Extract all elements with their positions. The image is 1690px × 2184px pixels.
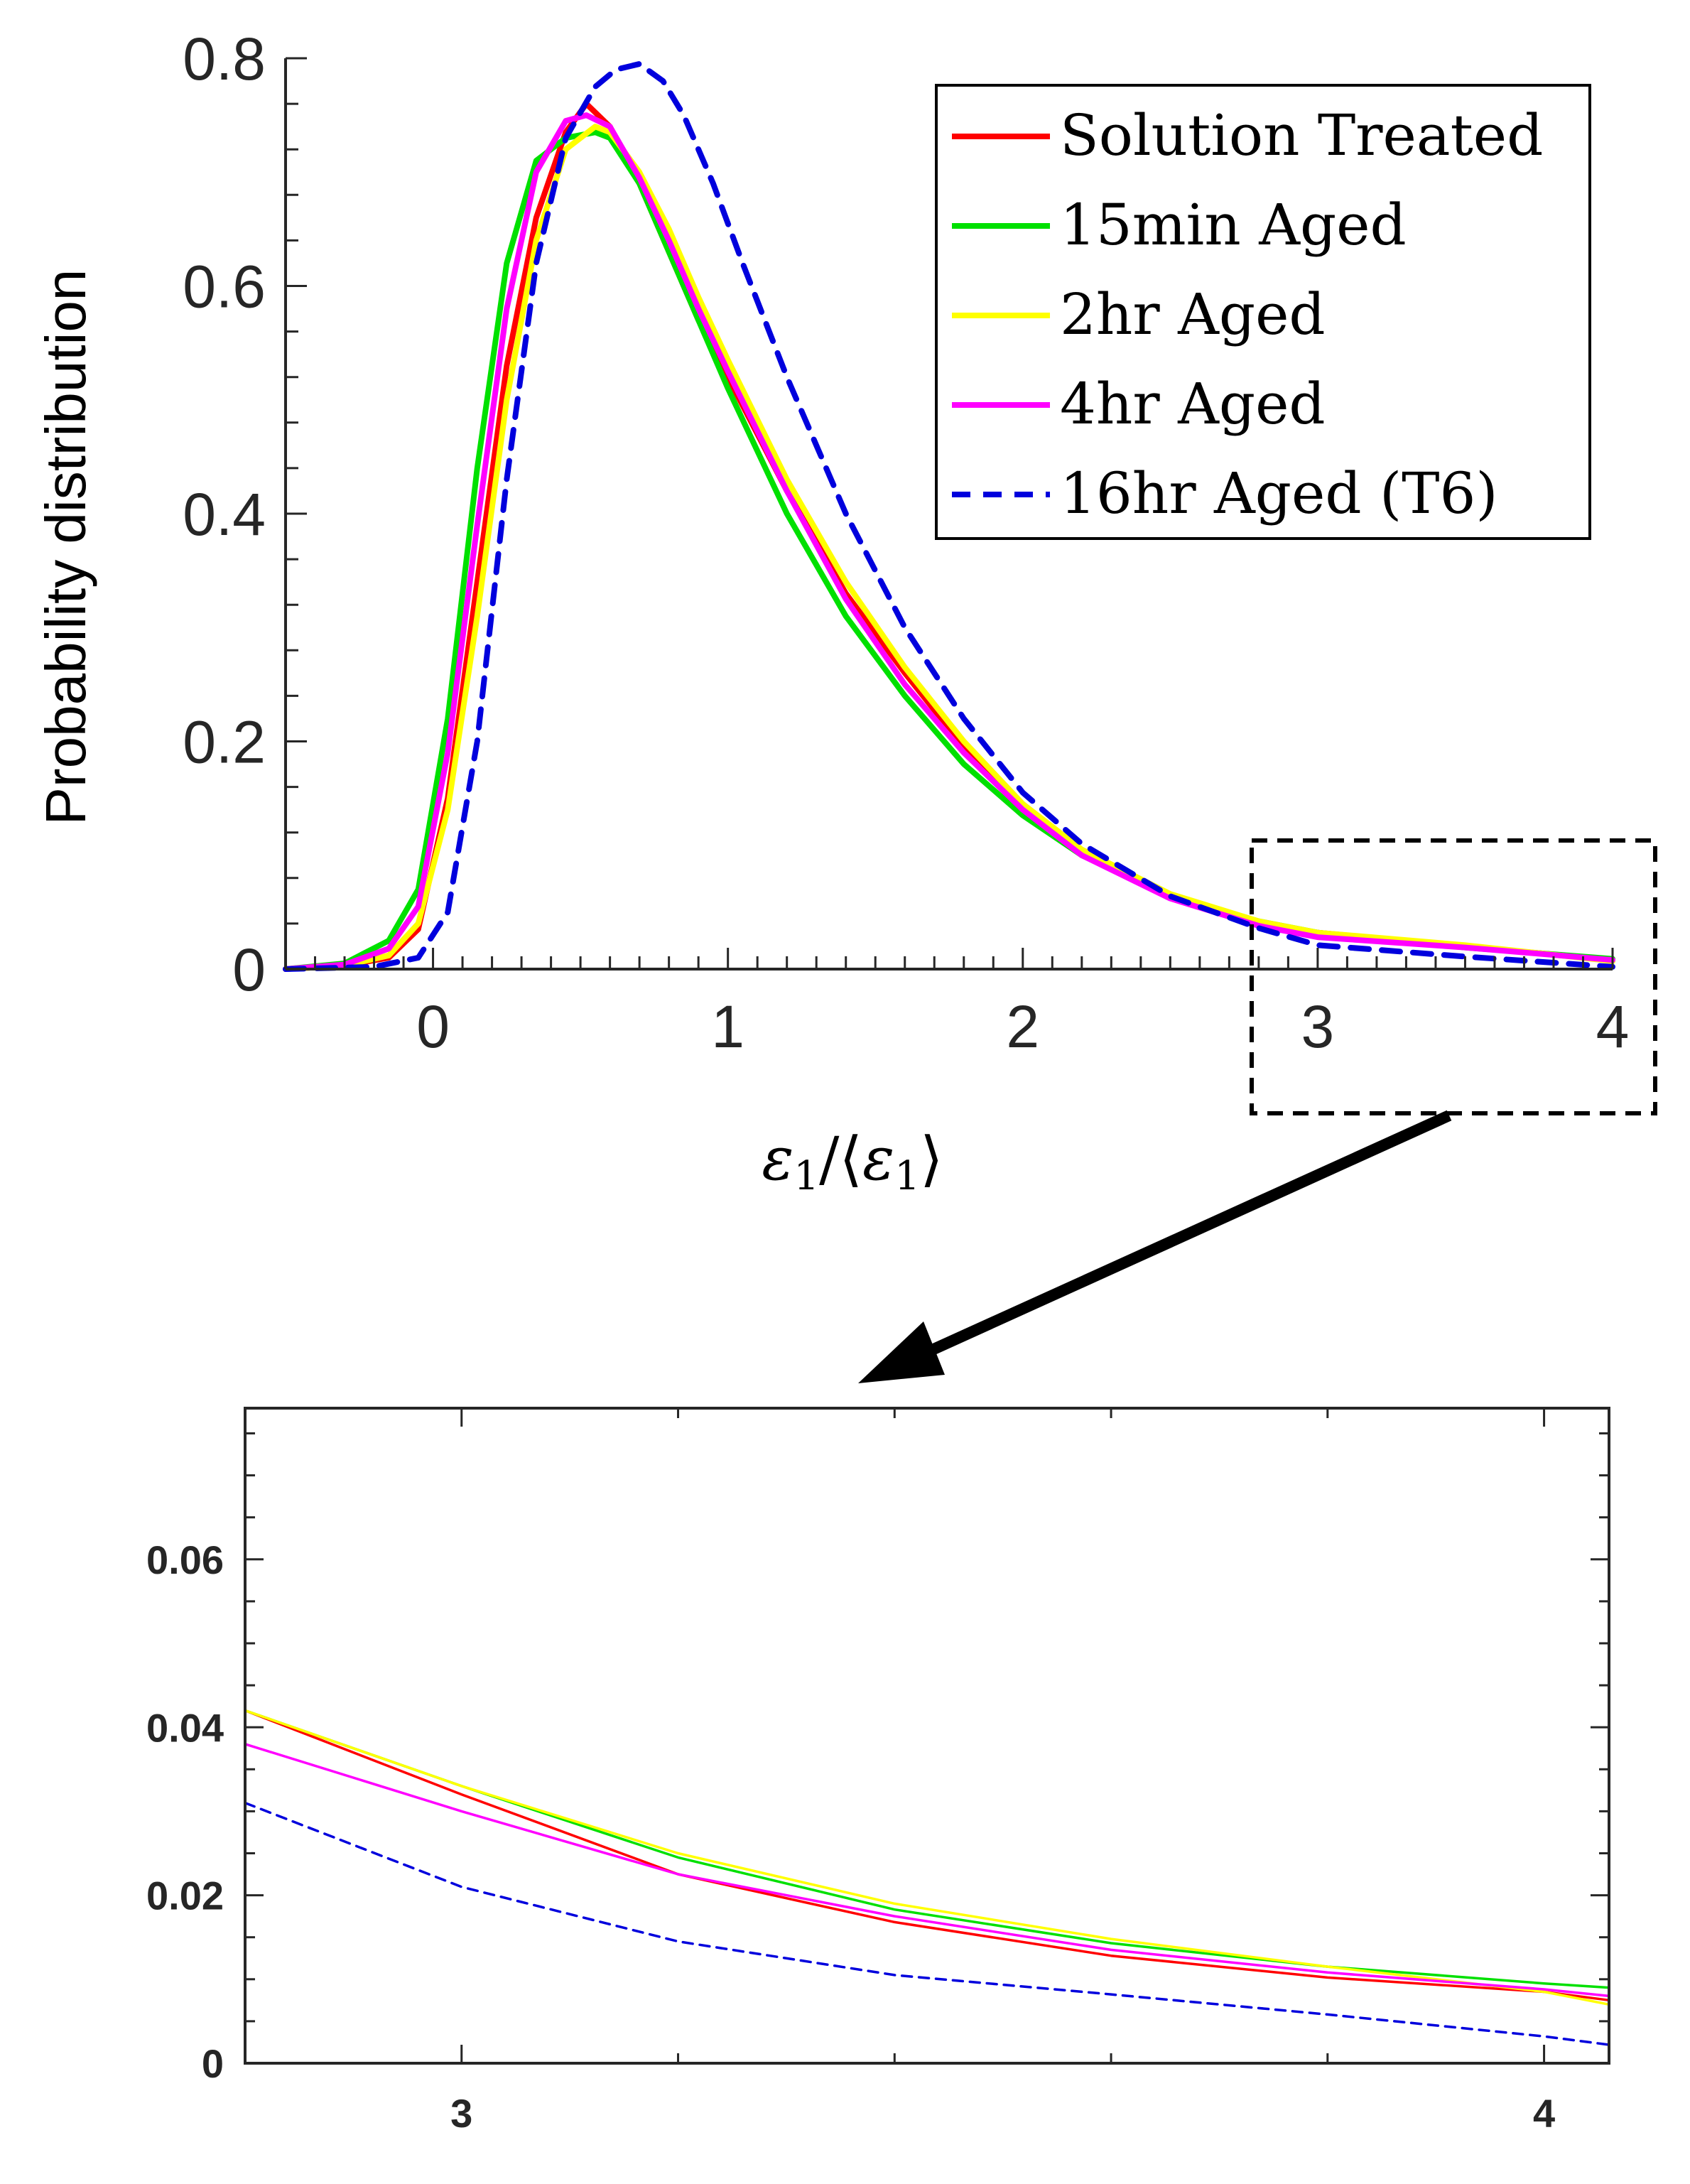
legend-item-16hr-aged-t6: 16hr Aged (T6): [952, 460, 1498, 526]
zoom-arrowhead: [858, 1321, 945, 1383]
inset-axes-box: [244, 1407, 1610, 2065]
main-x-tick-label: 0: [416, 993, 450, 1060]
main-x-tick-label: 4: [1596, 993, 1630, 1060]
inset-x-tick-label: 3: [450, 2091, 472, 2136]
legend-item-15min-aged: 15min Aged: [952, 192, 1407, 258]
main-series-lines: [283, 61, 1615, 972]
main-series-4hr-aged: [283, 112, 1615, 972]
main-axes: [284, 57, 1614, 971]
main-y-tick-label: 0: [232, 936, 266, 1003]
inset-tick-labels: 3 4 0 0.02 0.04 0.06: [146, 1537, 1555, 2136]
main-y-tick-label: 0.2: [183, 709, 266, 776]
inset-y-tick-label: 0: [202, 2041, 224, 2086]
zoom-region-box: [1250, 838, 1657, 1115]
inset-series-solution-treated: [244, 1709, 1610, 2002]
inset-series-lines: [244, 1709, 1610, 2046]
main-x-tick-label: 3: [1301, 993, 1335, 1060]
legend-item-2hr-aged: 2hr Aged: [952, 281, 1326, 347]
inset-series-16hr-aged-t6: [244, 1801, 1610, 2046]
legend-box: [935, 84, 1591, 540]
main-y-tick-label: 0.8: [183, 26, 266, 92]
legend-label: 16hr Aged (T6): [1060, 460, 1498, 526]
legend: Solution Treated 15min Aged 2hr Aged 4hr Ag…: [935, 84, 1591, 540]
inset-series-2hr-aged: [244, 1709, 1610, 2006]
inset-chart: 3 4 0 0.02 0.04 0.06: [146, 1407, 1610, 2136]
legend-item-solution-treated: Solution Treated: [952, 102, 1543, 168]
main-y-tick-label: 0.6: [183, 254, 266, 320]
inset-y-tick-label: 0.06: [146, 1537, 224, 1582]
inset-axes: [244, 1407, 1610, 2065]
legend-item-4hr-aged: 4hr Aged: [952, 371, 1326, 437]
inset-y-tick-label: 0.04: [146, 1705, 224, 1750]
inset-y-tick-label: 0.02: [146, 1874, 224, 1918]
inset-x-tick-label: 4: [1533, 2091, 1555, 2136]
inset-series-4hr-aged: [244, 1743, 1610, 1998]
main-y-axis-label: Probability distribution: [34, 269, 97, 826]
main-chart: 0 1 2 3 4 0 0.2 0.4 0.6 0.8 Probability distribut…: [34, 26, 1629, 1199]
main-x-axis-label: ε1/⟨ε1⟩: [762, 1124, 943, 1199]
legend-label: Solution Treated: [1060, 102, 1543, 168]
main-x-tick-label: 1: [711, 993, 744, 1060]
main-x-tick-label: 2: [1006, 993, 1039, 1060]
inset-series-15min-aged: [244, 1709, 1610, 1989]
legend-label: 15min Aged: [1060, 192, 1407, 258]
main-series-16hr-aged-t6: [283, 61, 1615, 972]
main-y-tick-label: 0.4: [183, 481, 266, 548]
main-tick-labels: 0 1 2 3 4 0 0.2 0.4 0.6 0.8: [183, 26, 1629, 1060]
legend-label: 2hr Aged: [1060, 281, 1326, 347]
legend-label: 4hr Aged: [1060, 371, 1326, 437]
zoom-arrow: [898, 1110, 1452, 1370]
